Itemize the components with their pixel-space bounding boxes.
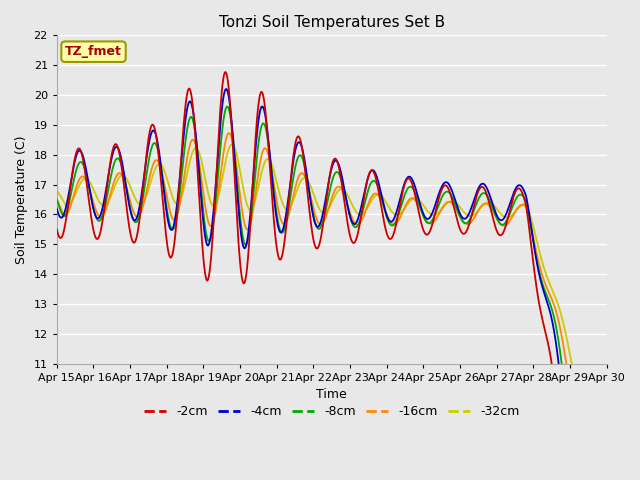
Text: TZ_fmet: TZ_fmet xyxy=(65,45,122,58)
Y-axis label: Soil Temperature (C): Soil Temperature (C) xyxy=(15,135,28,264)
Title: Tonzi Soil Temperatures Set B: Tonzi Soil Temperatures Set B xyxy=(219,15,445,30)
Legend: -2cm, -4cm, -8cm, -16cm, -32cm: -2cm, -4cm, -8cm, -16cm, -32cm xyxy=(139,400,525,423)
X-axis label: Time: Time xyxy=(316,388,347,401)
